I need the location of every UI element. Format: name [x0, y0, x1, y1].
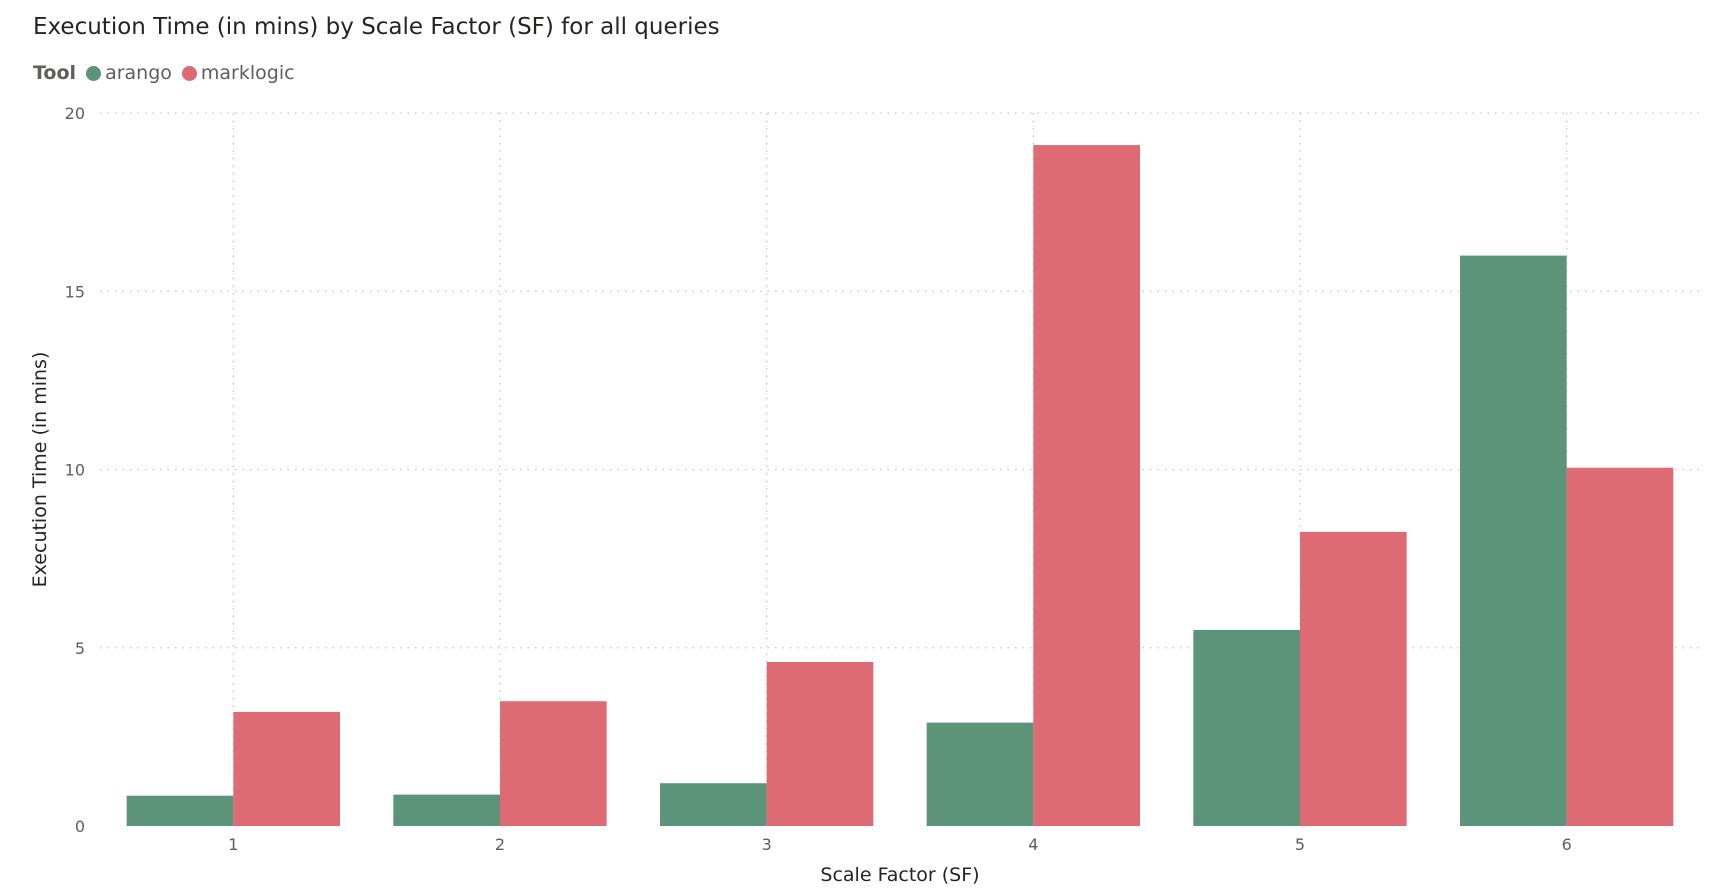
- y-tick-label: 15: [65, 282, 85, 301]
- x-axis-title: Scale Factor (SF): [820, 864, 979, 886]
- bar-arango-3: [660, 783, 767, 826]
- y-tick-label: 10: [65, 461, 85, 480]
- bar-marklogic-5: [1300, 531, 1407, 826]
- x-axis: 1 2 3 4 5 6: [228, 835, 1572, 854]
- bar-arango-5: [1193, 629, 1300, 826]
- y-tick-label: 20: [65, 104, 85, 123]
- y-axis: 0 5 10 15 20: [65, 104, 85, 836]
- bar-arango-6: [1460, 255, 1567, 827]
- legend: Tool arango marklogic: [33, 62, 305, 84]
- chart-title: Execution Time (in mins) by Scale Factor…: [33, 14, 720, 40]
- legend-item-arango[interactable]: arango: [86, 62, 172, 84]
- bar-arango-4: [926, 722, 1034, 826]
- x-tick-label: 6: [1562, 835, 1572, 854]
- bar-marklogic-4: [1033, 145, 1140, 826]
- legend-swatch-marklogic: [181, 65, 197, 81]
- bars: [126, 145, 1674, 827]
- bar-marklogic-6: [1566, 467, 1674, 826]
- x-tick-label: 5: [1295, 835, 1305, 854]
- y-tick-label: 0: [75, 817, 85, 836]
- x-tick-label: 4: [1028, 835, 1038, 854]
- bar-marklogic-1: [233, 711, 340, 826]
- bar-arango-2: [393, 794, 500, 826]
- y-axis-title: Execution Time (in mins): [29, 352, 51, 588]
- legend-label-arango: arango: [105, 62, 172, 84]
- bar-arango-1: [126, 795, 234, 826]
- legend-label-marklogic: marklogic: [200, 62, 295, 84]
- legend-item-marklogic[interactable]: marklogic: [181, 62, 295, 84]
- bar-marklogic-3: [766, 662, 874, 826]
- x-tick-label: 2: [495, 835, 505, 854]
- bar-marklogic-2: [500, 701, 607, 826]
- y-tick-label: 5: [75, 639, 85, 658]
- x-tick-label: 1: [228, 835, 238, 854]
- legend-title: Tool: [33, 62, 77, 84]
- legend-swatch-arango: [86, 65, 102, 81]
- x-tick-label: 3: [762, 835, 772, 854]
